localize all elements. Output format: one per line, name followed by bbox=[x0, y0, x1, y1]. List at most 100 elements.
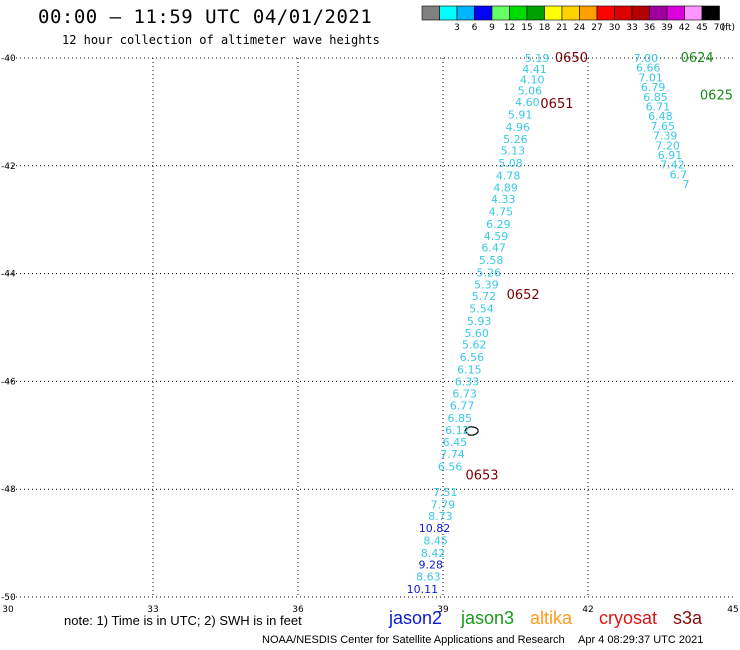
colorbar-swatch bbox=[421, 5, 440, 21]
colorbar-label: 30 bbox=[609, 23, 621, 33]
swh-point: 6.77 bbox=[450, 400, 475, 413]
swh-point: 5.62 bbox=[462, 339, 487, 352]
swh-point: 7.42 bbox=[660, 159, 685, 172]
colorbar-label: 45 bbox=[696, 23, 707, 33]
swh-point: 6.71 bbox=[646, 101, 671, 114]
colorbar-swatch bbox=[509, 5, 528, 21]
colorbar-label: 42 bbox=[679, 23, 690, 33]
colorbar-swatch bbox=[631, 5, 650, 21]
swh-point: 6.15 bbox=[457, 364, 482, 377]
pass-time-label: 0652 bbox=[507, 288, 540, 303]
colorbar-unit: (ft) bbox=[722, 23, 736, 33]
swh-point: 6.91 bbox=[658, 149, 683, 162]
y-tick-label: -50 bbox=[1, 593, 16, 603]
colorbar-swatch bbox=[614, 5, 633, 21]
swh-point: 6.79 bbox=[641, 81, 666, 94]
swh-point: 6.47 bbox=[481, 242, 506, 255]
swh-point: 10.11 bbox=[407, 583, 439, 596]
swh-point: 7.51 bbox=[433, 486, 458, 499]
swh-point: 4.89 bbox=[493, 181, 518, 194]
swh-point: 4.60 bbox=[515, 96, 540, 109]
swh-point: 8.45 bbox=[423, 534, 448, 547]
swh-point: 6.33 bbox=[455, 375, 480, 388]
swh-point: 6.29 bbox=[486, 218, 511, 231]
colorbar-swatch bbox=[649, 5, 668, 21]
swh-point: 7.65 bbox=[651, 120, 676, 133]
swh-point: 8.73 bbox=[428, 510, 453, 523]
credit-line: NOAA/NESDIS Center for Satellite Applica… bbox=[262, 634, 565, 646]
swh-point: 5.93 bbox=[467, 315, 492, 328]
swh-point: 8.42 bbox=[421, 547, 446, 560]
colorbar-swatch bbox=[579, 5, 598, 21]
swh-point: 7.79 bbox=[431, 498, 456, 511]
y-tick-label: -42 bbox=[1, 162, 16, 172]
swh-point: 5.72 bbox=[472, 290, 497, 303]
swh-point: 5.26 bbox=[477, 267, 502, 280]
swh-point: 5.13 bbox=[501, 145, 526, 158]
swh-point: 6.48 bbox=[648, 110, 673, 123]
pass-time-label: 0651 bbox=[540, 97, 573, 112]
colorbar-label: 6 bbox=[472, 23, 478, 33]
swh-point: 6.7 bbox=[670, 168, 688, 181]
y-tick-label: -40 bbox=[1, 54, 16, 64]
swh-point: 4.33 bbox=[491, 193, 516, 206]
colorbar-swatch bbox=[491, 5, 510, 21]
colorbar-label: 39 bbox=[661, 23, 673, 33]
x-tick-label: 36 bbox=[292, 605, 304, 615]
swh-point: 7.00 bbox=[634, 52, 659, 65]
swh-point: 6.45 bbox=[443, 436, 468, 449]
colorbar-swatch bbox=[666, 5, 685, 21]
swh-point: 4.75 bbox=[489, 206, 514, 219]
swh-point: 5.91 bbox=[508, 109, 533, 122]
swh-point: 6.85 bbox=[448, 412, 473, 425]
colorbar-label: 27 bbox=[591, 23, 602, 33]
colorbar-label: 15 bbox=[521, 23, 532, 33]
colorbar-label: 18 bbox=[539, 23, 551, 33]
legend-cryosat: cryosat bbox=[599, 608, 658, 628]
swh-point: 6.56 bbox=[460, 351, 485, 364]
x-tick-label: 42 bbox=[582, 605, 593, 615]
colorbar-swatch bbox=[561, 5, 580, 21]
swh-point: 5.60 bbox=[464, 327, 489, 340]
colorbar-swatch bbox=[439, 5, 458, 21]
swh-point: 10.82 bbox=[419, 522, 451, 535]
swh-point: 6.73 bbox=[452, 387, 477, 400]
chart-title: 00:00 – 11:59 UTC 04/01/2021 bbox=[38, 6, 373, 28]
swh-point: 6.56 bbox=[438, 461, 463, 474]
swh-point: 7.20 bbox=[655, 139, 680, 152]
y-tick-label: -46 bbox=[1, 377, 16, 387]
swh-point: 5.39 bbox=[474, 278, 499, 291]
colorbar-swatch bbox=[456, 5, 475, 21]
pass-time-label: 0653 bbox=[465, 469, 498, 484]
colorbar-label: 33 bbox=[626, 23, 637, 33]
colorbar-label: 21 bbox=[556, 23, 567, 33]
swh-point: 4.78 bbox=[496, 170, 521, 183]
land-outline bbox=[464, 426, 479, 436]
colorbar-label: 3 bbox=[454, 23, 460, 33]
swh-point: 6.66 bbox=[636, 62, 661, 75]
pass-time-label: 0625 bbox=[700, 89, 733, 104]
swh-point: 7.39 bbox=[653, 130, 678, 143]
colorbar-label: 12 bbox=[504, 23, 515, 33]
colorbar-swatch bbox=[684, 5, 703, 21]
swh-point: 6.85 bbox=[643, 91, 668, 104]
swh-point: 7.01 bbox=[638, 71, 663, 84]
y-tick-label: -48 bbox=[1, 485, 16, 495]
colorbar-swatch bbox=[526, 5, 545, 21]
swh-point: 5.26 bbox=[503, 133, 528, 146]
swh-point: 8.63 bbox=[416, 571, 441, 584]
colorbar-swatch bbox=[596, 5, 615, 21]
legend-altika: altika bbox=[530, 608, 573, 628]
swh-point: 7.74 bbox=[440, 448, 465, 461]
colorbar-label: 9 bbox=[489, 23, 495, 33]
x-tick-label: 30 bbox=[2, 605, 14, 615]
swh-point: 4.10 bbox=[520, 74, 545, 87]
swh-point: 5.19 bbox=[525, 52, 550, 65]
colorbar-label: 24 bbox=[574, 23, 586, 33]
swh-point: 5.58 bbox=[479, 254, 504, 267]
colorbar-label: 36 bbox=[644, 23, 656, 33]
pass-time-label: 0624 bbox=[681, 51, 714, 66]
legend-jason2: jason2 bbox=[389, 608, 443, 628]
x-tick-label: 39 bbox=[437, 605, 449, 615]
